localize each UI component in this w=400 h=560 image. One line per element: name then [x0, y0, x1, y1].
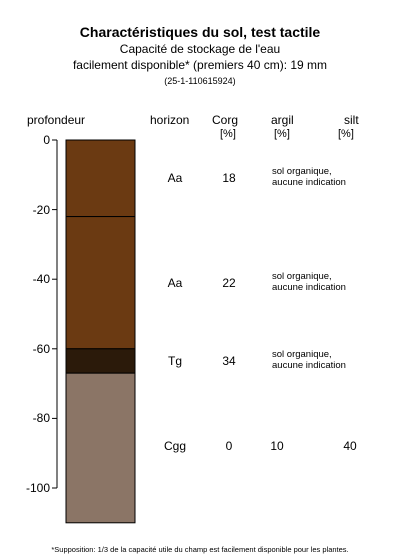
sample-id: (25-1-110615924) — [164, 76, 236, 86]
header-horizon: horizon — [150, 113, 190, 127]
header-silt: silt — [344, 113, 359, 127]
y-tick-label: -60 — [32, 341, 50, 356]
footnote: *Supposition: 1/3 de la capacité utile d… — [51, 545, 349, 554]
texture-note-line1: sol organique, — [272, 270, 332, 282]
y-tick-label: -100 — [25, 481, 50, 495]
horizon-label: Cgg — [163, 439, 186, 454]
texture-note-line1: sol organique, — [272, 348, 332, 360]
clay-value: 10 — [270, 439, 284, 454]
horizon-label: Tg — [167, 353, 182, 368]
y-tick-label: -40 — [32, 272, 50, 287]
header-silt-unit: [%] — [338, 128, 354, 140]
texture-note-line1: sol organique, — [272, 166, 332, 178]
horizon-label: Aa — [167, 275, 183, 290]
y-tick-label: -80 — [32, 411, 50, 426]
corg-value: 22 — [222, 275, 236, 290]
corg-value: 18 — [222, 171, 236, 186]
texture-note-line2: aucune indication — [272, 281, 346, 293]
soil-layer-3 — [65, 348, 136, 374]
header-clay-unit: [%] — [274, 128, 290, 140]
soil-layer-2 — [65, 216, 136, 350]
y-tick-label: 0 — [43, 133, 50, 147]
corg-value: 0 — [225, 439, 233, 454]
header-corg-unit: [%] — [220, 128, 236, 140]
header-clay: argil — [271, 113, 294, 127]
chart-title: Charactéristiques du sol, test tactile — [79, 24, 321, 40]
header-corg: Corg — [212, 113, 239, 127]
chart-subtitle-line2: facilement disponible* (premiers 40 cm):… — [72, 58, 328, 72]
soil-layer-1 — [65, 139, 136, 218]
chart-subtitle-line1: Capacité de stockage de l'eau — [119, 42, 281, 56]
header-depth: profondeur — [27, 113, 86, 127]
corg-value: 34 — [222, 353, 236, 368]
y-tick-label: -20 — [32, 202, 50, 217]
texture-note-line2: aucune indication — [272, 177, 346, 189]
silt-value: 40 — [343, 439, 357, 454]
texture-note-line2: aucune indication — [272, 359, 346, 371]
soil-layer-4 — [65, 372, 136, 524]
horizon-label: Aa — [167, 171, 183, 186]
